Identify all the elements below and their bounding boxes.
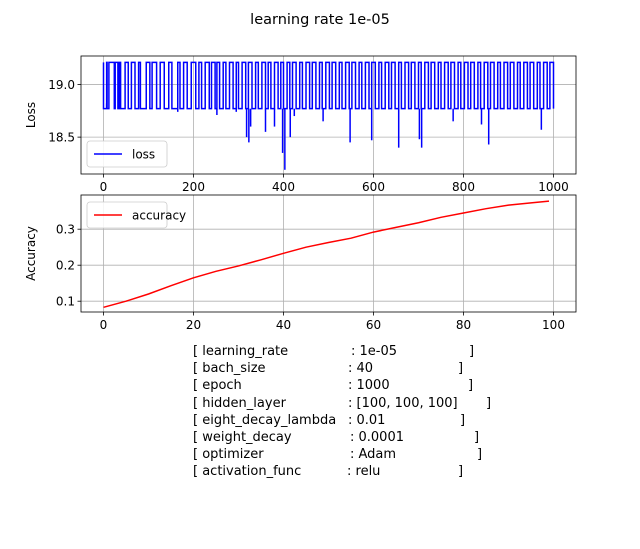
loss-line (102, 61, 555, 110)
config-row: [ bach_size : 40 ] (193, 360, 523, 377)
y-tick-label: 0.1 (56, 295, 75, 309)
config-bracket: ] (460, 412, 466, 428)
config-row: [ activation_func : relu ] (193, 463, 523, 480)
config-value: : 1000 (348, 378, 390, 394)
x-tick-label: 1000 (538, 180, 569, 194)
config-value: : Adam (350, 447, 397, 463)
x-tick-label: 20 (186, 318, 201, 332)
x-tick-label: 600 (362, 180, 385, 194)
figure-canvas: learning rate 1e-05 0 200 400 600 800 100018.… (24, 12, 577, 332)
x-tick-label: 0 (100, 318, 108, 332)
config-value: : 0.0001 (350, 429, 404, 445)
hyperparameter-list: [ learning_rate : 1e-05 ] [ bach_size : … (193, 343, 523, 481)
x-tick-label: 400 (272, 180, 295, 194)
y-axis-label: Loss (24, 102, 38, 128)
x-tick-label: 0 (100, 180, 108, 194)
legend-box (86, 140, 168, 168)
config-key: [ hidden_layer (193, 395, 286, 411)
config-bracket: ] (458, 464, 464, 480)
config-bracket: ] (468, 378, 474, 394)
config-row: [ optimizer : Adam ] (193, 446, 523, 463)
config-row: [ eight_decay_lambda : 0.01 ] (193, 412, 523, 429)
y-tick-label: 19.0 (48, 78, 75, 92)
config-key: [ weight_decay (193, 429, 292, 445)
figure-title: learning rate 1e-05 (250, 12, 390, 28)
x-tick-label: 100 (542, 318, 565, 332)
config-bracket: ] (474, 429, 480, 445)
config-value: : relu (347, 464, 381, 480)
config-value: : [100, 100, 100] (348, 395, 458, 411)
config-value: : 0.01 (348, 412, 386, 428)
x-tick-label: 200 (182, 180, 205, 194)
config-row: [ hidden_layer : [100, 100, 100] ] (193, 395, 523, 412)
accuracy-axes: 0 20 40 60 80 100 0.1 0.2 0.3 Accuracy accuracy (24, 194, 577, 332)
config-key: [ epoch (193, 378, 242, 394)
config-key: [ optimizer (193, 447, 264, 463)
config-row: [ epoch : 1000 ] (193, 377, 523, 394)
loss-axes: 0 200 400 600 800 1000 18.5 19.0 Loss loss (24, 55, 577, 194)
y-axis-label: Accuracy (24, 226, 38, 281)
x-tick-label: 60 (366, 318, 381, 332)
x-tick-label: 40 (276, 318, 291, 332)
y-tick-label: 0.3 (56, 223, 75, 237)
y-tick-label: 18.5 (48, 131, 75, 145)
config-bracket: ] (469, 344, 475, 359)
config-bracket: ] (486, 395, 492, 411)
config-value: : 1e-05 (351, 344, 398, 359)
config-key: [ activation_func (193, 464, 302, 480)
config-key: [ learning_rate (193, 344, 289, 359)
config-row: [ learning_rate : 1e-05 ] (193, 343, 523, 360)
x-tick-label: 800 (452, 180, 475, 194)
config-key: [ eight_decay_lambda (193, 412, 337, 428)
legend-label: loss (132, 148, 155, 162)
config-bracket: ] (477, 447, 483, 463)
accuracy-line (103, 200, 550, 309)
legend-box (86, 201, 168, 229)
x-tick-label: 80 (456, 318, 471, 332)
config-value: : 40 (348, 361, 374, 377)
legend-label: accuracy (132, 209, 186, 223)
plot-frame (80, 194, 577, 313)
config-row: [ weight_decay : 0.0001 ] (193, 429, 523, 446)
config-bracket: ] (458, 361, 464, 377)
plot-frame (80, 55, 577, 175)
y-tick-label: 0.2 (56, 259, 75, 273)
config-key: [ bach_size (193, 361, 266, 377)
